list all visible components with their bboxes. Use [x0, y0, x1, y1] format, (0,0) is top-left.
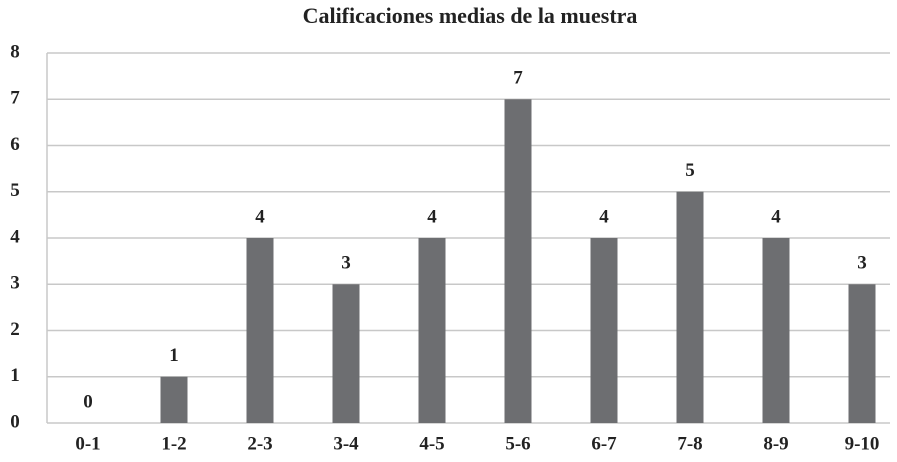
x-tick-label: 4-5 — [419, 433, 444, 454]
bar — [590, 238, 618, 423]
x-tick-label: 2-3 — [247, 433, 272, 454]
y-tick-label: 3 — [10, 273, 20, 294]
x-tick-label: 9-10 — [845, 433, 880, 454]
bar — [418, 238, 446, 423]
y-tick-label: 8 — [10, 41, 20, 62]
bar — [762, 238, 790, 423]
x-tick-label: 5-6 — [505, 433, 530, 454]
chart-title: Calificaciones medias de la muestra — [303, 3, 638, 28]
data-label: 1 — [169, 345, 179, 366]
y-tick-label: 5 — [10, 180, 20, 201]
x-tick-label: 0-1 — [75, 433, 100, 454]
x-tick-label: 7-8 — [677, 433, 702, 454]
data-label: 4 — [599, 206, 609, 227]
x-tick-label: 3-4 — [333, 433, 359, 454]
bar — [160, 376, 188, 423]
data-label: 4 — [771, 206, 781, 227]
data-label: 5 — [685, 160, 695, 181]
y-tick-label: 7 — [10, 88, 20, 109]
data-label: 3 — [341, 253, 351, 274]
data-label: 4 — [427, 206, 437, 227]
bar — [504, 99, 532, 423]
y-tick-label: 0 — [10, 411, 20, 432]
y-tick-label: 4 — [10, 226, 20, 247]
bar — [246, 238, 274, 423]
bar — [676, 191, 704, 423]
y-tick-label: 1 — [10, 365, 20, 386]
data-label: 4 — [255, 206, 265, 227]
x-tick-label: 1-2 — [161, 433, 186, 454]
bar — [332, 284, 360, 423]
x-tick-label: 6-7 — [591, 433, 617, 454]
bar — [848, 284, 876, 423]
data-label: 3 — [857, 253, 867, 274]
data-label: 7 — [513, 68, 523, 89]
y-tick-label: 2 — [10, 319, 20, 340]
y-tick-label: 6 — [10, 134, 20, 155]
data-label: 0 — [83, 391, 93, 412]
x-tick-label: 8-9 — [763, 433, 788, 454]
